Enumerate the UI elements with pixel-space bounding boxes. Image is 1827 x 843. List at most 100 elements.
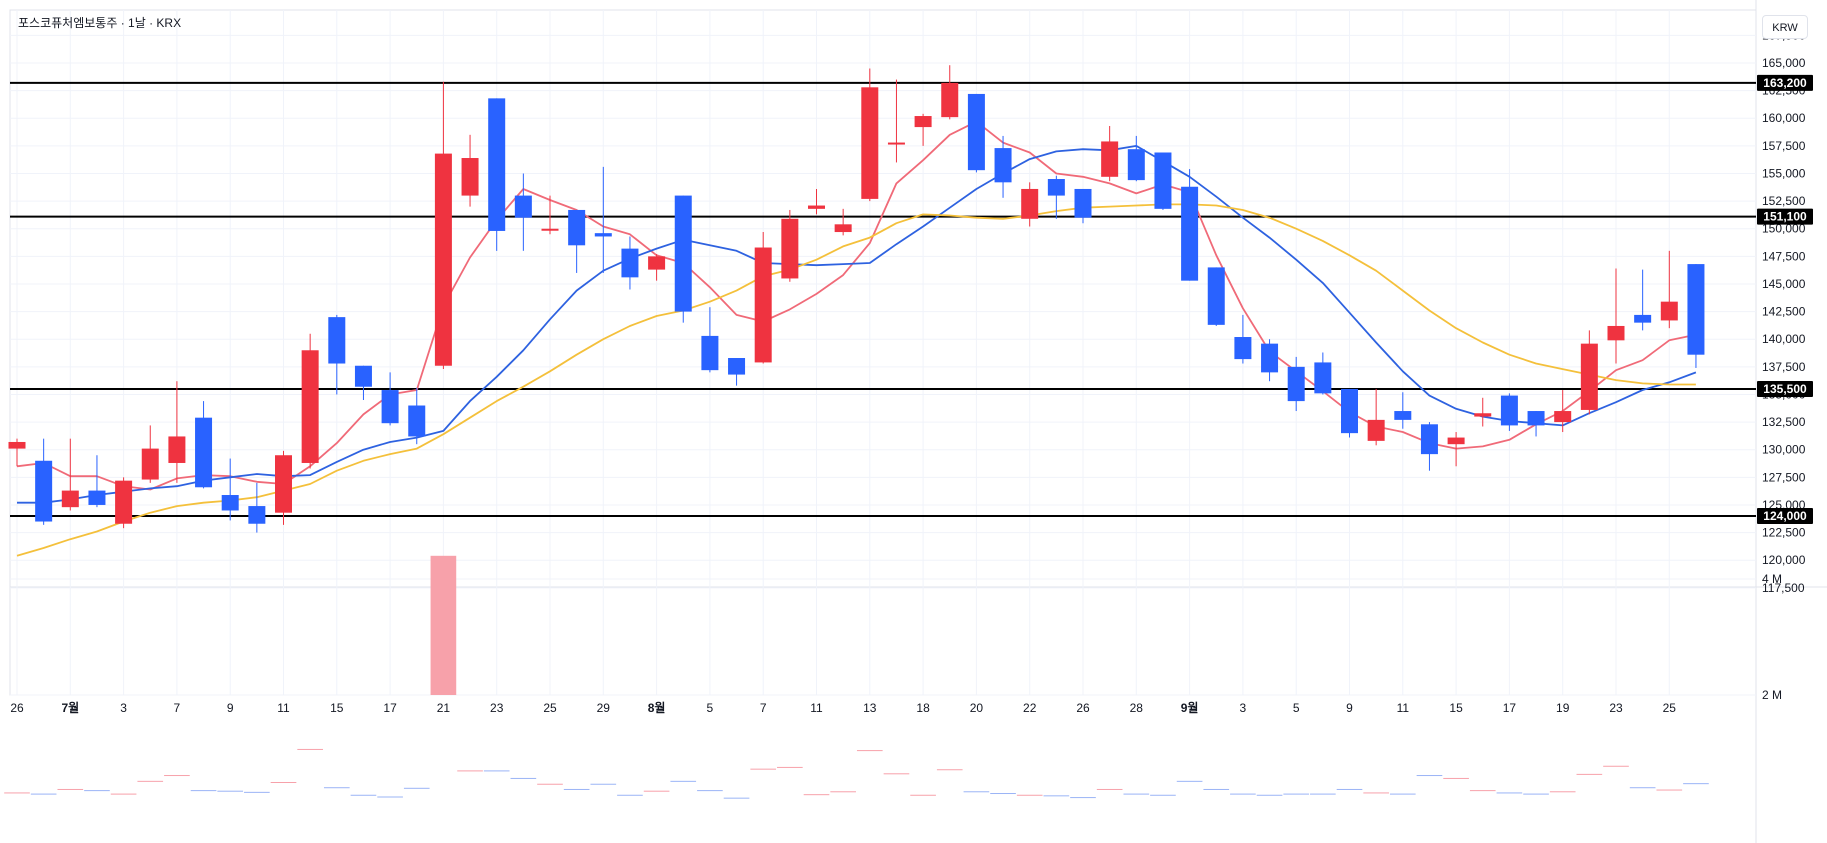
candle-body: [328, 317, 346, 364]
price-tick-label: 147,500: [1762, 249, 1806, 263]
candle-body: [728, 358, 746, 375]
level-price-tag: [1757, 208, 1813, 225]
price-tick-label: 120,000: [1762, 553, 1806, 567]
date-tick-label: 17: [1503, 701, 1517, 715]
volume-bar: [4, 792, 30, 794]
candle: [728, 358, 746, 386]
volume-bar: [590, 783, 617, 785]
candle: [1261, 339, 1279, 382]
candle-body: [1047, 179, 1065, 196]
candle: [1287, 356, 1305, 412]
candle: [568, 209, 586, 273]
horizontal-levels: [10, 81, 1756, 518]
candle: [994, 135, 1012, 198]
date-tick-label: 23: [490, 701, 504, 715]
candle-body: [1420, 424, 1438, 455]
volume-bar: [1123, 793, 1150, 795]
price-tick-label: 152,500: [1762, 194, 1806, 208]
level-price-label: 163,200: [1763, 76, 1807, 90]
candle-body: [1234, 337, 1252, 360]
candle-body: [514, 195, 532, 218]
candle: [408, 387, 426, 445]
level-price-tag: [1757, 508, 1813, 525]
date-tick-label: 3: [120, 701, 127, 715]
date-tick-label: 7: [174, 701, 181, 715]
candle: [621, 236, 639, 290]
candle-body: [1127, 149, 1145, 181]
candle-body: [168, 436, 186, 463]
candle-body: [941, 82, 959, 118]
candle: [861, 68, 879, 202]
candle-body: [808, 205, 825, 209]
volume-bar: [1096, 788, 1123, 790]
candle: [1127, 135, 1145, 182]
volume-bar: [1283, 793, 1310, 795]
candle-body: [701, 335, 719, 371]
volume-bar: [963, 791, 990, 793]
volume-bar: [697, 790, 723, 792]
candle: [35, 438, 53, 525]
volume-bar: [270, 782, 297, 783]
candle-body: [1181, 186, 1199, 281]
candle: [1394, 392, 1412, 429]
candle-body: [1500, 395, 1518, 426]
candle-body: [1474, 413, 1492, 417]
volume-bar: [750, 768, 777, 770]
candle-body: [1207, 267, 1225, 325]
volume-bar: [1176, 780, 1203, 782]
volume-bar: [1256, 794, 1283, 796]
candle: [461, 134, 479, 207]
date-tick-label: 21: [437, 701, 451, 715]
volume-bar: [30, 793, 57, 795]
candle-body: [1287, 366, 1305, 402]
candle: [381, 372, 399, 426]
volume-bar: [244, 791, 270, 793]
candle-body: [594, 233, 612, 237]
candle-body: [115, 480, 133, 524]
date-tick-label: 11: [1397, 701, 1410, 715]
date-tick-label: 7월: [61, 700, 79, 715]
level-price-tag: [1757, 74, 1813, 91]
candle-body: [1580, 343, 1598, 410]
price-tick-label: 122,500: [1762, 526, 1806, 540]
candle: [781, 209, 799, 282]
volume-bar: [1230, 793, 1256, 795]
date-tick-label: 13: [863, 701, 877, 715]
moving-average-line: [17, 144, 1697, 504]
candle-body: [861, 87, 879, 199]
volume-bar: [723, 797, 750, 799]
volume-bar: [1363, 792, 1389, 794]
candle: [541, 195, 559, 235]
candle-body: [1394, 411, 1412, 420]
candle-body: [781, 218, 799, 279]
candle: [941, 65, 959, 120]
candle-body: [754, 247, 772, 363]
candle: [1420, 422, 1438, 471]
volume-bar: [803, 794, 830, 796]
candle-body: [1607, 325, 1625, 341]
date-tick-label: 22: [1023, 701, 1037, 715]
candle: [1341, 388, 1358, 438]
axes: 117,500120,000122,500125,000127,500130,0…: [10, 28, 1805, 715]
volume-bar: [1389, 793, 1416, 795]
candle: [434, 81, 452, 370]
date-tick-label: 9월: [1181, 700, 1199, 715]
candle: [1234, 314, 1252, 364]
volume-bar: [1549, 791, 1576, 793]
date-tick-label: 9: [1346, 701, 1353, 715]
volume-bar: [777, 766, 803, 768]
price-tick-label: 155,000: [1762, 166, 1806, 180]
candle-body: [461, 158, 479, 196]
volume-bar: [537, 783, 563, 785]
volume-bar: [1496, 792, 1523, 794]
currency-button[interactable]: KRW: [1762, 15, 1808, 39]
candle: [1047, 175, 1065, 219]
candle-body: [834, 224, 852, 233]
price-tick-label: 157,500: [1762, 139, 1806, 153]
candle: [88, 455, 106, 508]
price-tick-label: 160,000: [1762, 111, 1806, 125]
candle-body: [141, 448, 159, 480]
plot-frame: [9, 9, 1757, 696]
candle-body: [221, 495, 239, 511]
